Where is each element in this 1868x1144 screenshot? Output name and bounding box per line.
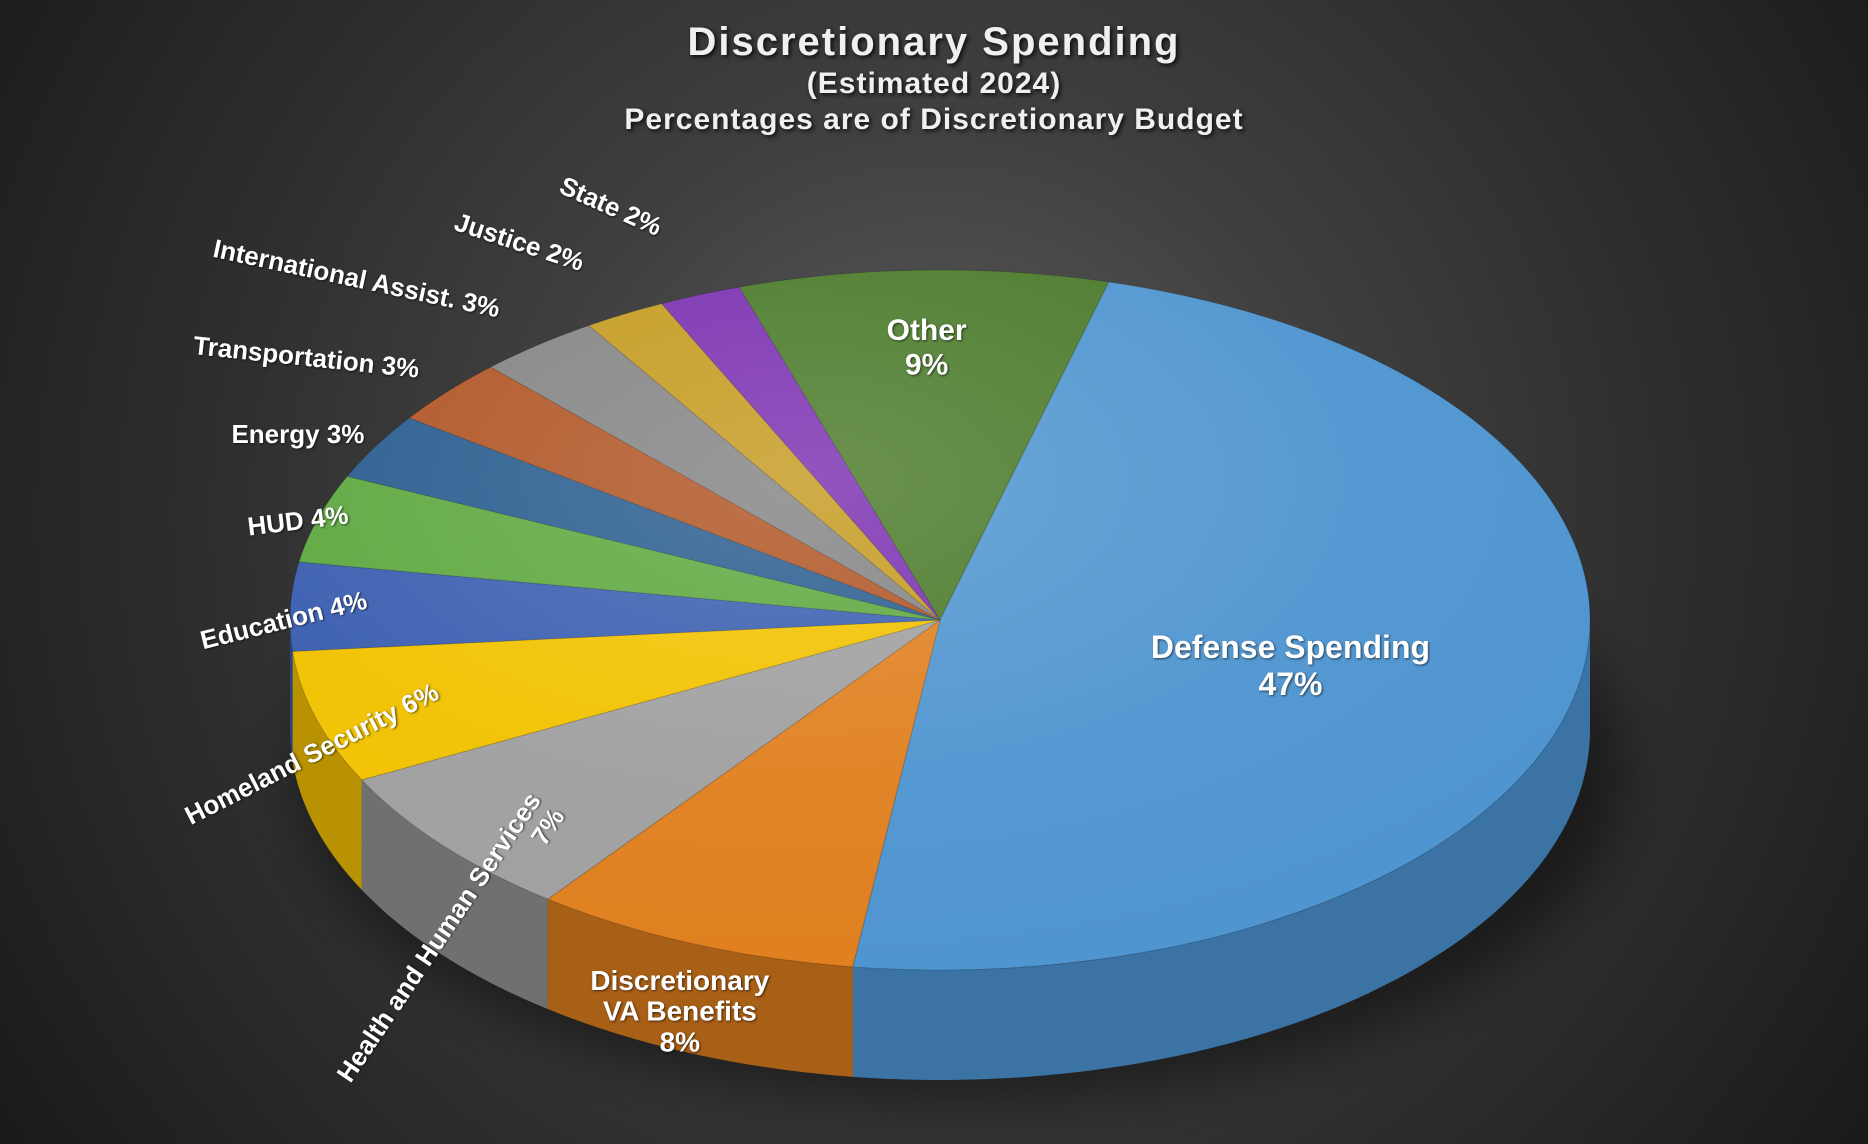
pie-chart: Other9%Defense Spending47%DiscretionaryV…	[0, 0, 1868, 1144]
svg-text:Transportation 3%: Transportation 3%	[192, 330, 421, 384]
svg-text:State 2%: State 2%	[555, 170, 666, 241]
chart-stage: Discretionary Spending (Estimated 2024) …	[0, 0, 1868, 1144]
svg-text:International Assist. 3%: International Assist. 3%	[211, 233, 503, 323]
svg-text:Energy 3%: Energy 3%	[231, 419, 364, 449]
pie-slice-label: Transportation 3%	[192, 330, 421, 384]
pie-slice-label: State 2%	[555, 170, 666, 241]
svg-text:Justice 2%: Justice 2%	[451, 207, 588, 277]
pie-slice-label: International Assist. 3%	[211, 233, 503, 323]
pie-slice-label: Energy 3%	[231, 419, 364, 449]
pie-slice-label: Justice 2%	[451, 207, 588, 277]
